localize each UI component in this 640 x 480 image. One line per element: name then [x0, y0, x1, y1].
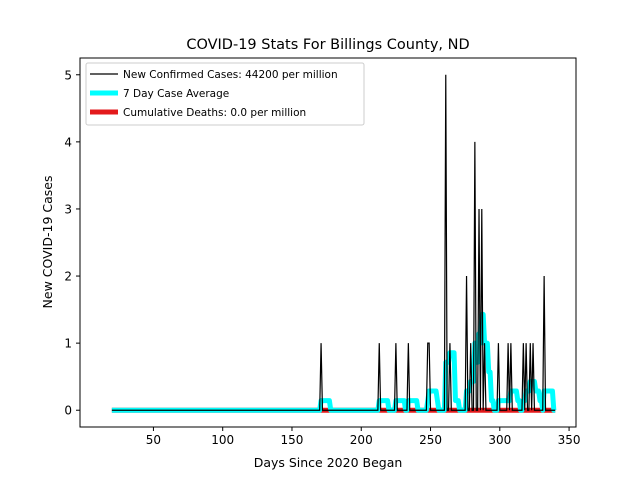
y-tick-label: 0 [64, 404, 72, 418]
y-axis-ticks: 0 1 2 3 4 5 [64, 68, 80, 418]
legend: New Confirmed Cases: 44200 per million 7… [85, 62, 365, 126]
series-line-new-confirmed-cases [111, 74, 556, 411]
x-tick-label: 350 [558, 433, 581, 447]
x-tick-label: 250 [419, 433, 442, 447]
legend-label-cases: New Confirmed Cases: 44200 per million [123, 69, 338, 81]
x-tick-label: 50 [146, 433, 161, 447]
y-tick-label: 4 [64, 135, 72, 149]
legend-label-average: 7 Day Case Average [123, 88, 229, 100]
legend-label-deaths: Cumulative Deaths: 0.0 per million [123, 107, 306, 119]
legend-box [85, 62, 365, 126]
x-axis-label: Days Since 2020 Began [254, 455, 403, 470]
x-tick-label: 150 [281, 433, 304, 447]
y-tick-label: 1 [64, 337, 72, 351]
y-tick-label: 5 [64, 68, 72, 82]
x-axis-ticks: 50 100 150 200 250 300 350 [146, 427, 581, 447]
x-tick-label: 300 [488, 433, 511, 447]
x-tick-label: 100 [211, 433, 234, 447]
y-tick-label: 3 [64, 202, 72, 216]
y-axis-label: New COVID-19 Cases [40, 176, 55, 309]
y-tick-label: 2 [64, 270, 72, 284]
x-tick-label: 200 [350, 433, 373, 447]
plot-area [110, 74, 557, 413]
axes-frame [79, 57, 577, 428]
chart-title: COVID-19 Stats For Billings County, ND [186, 37, 469, 53]
